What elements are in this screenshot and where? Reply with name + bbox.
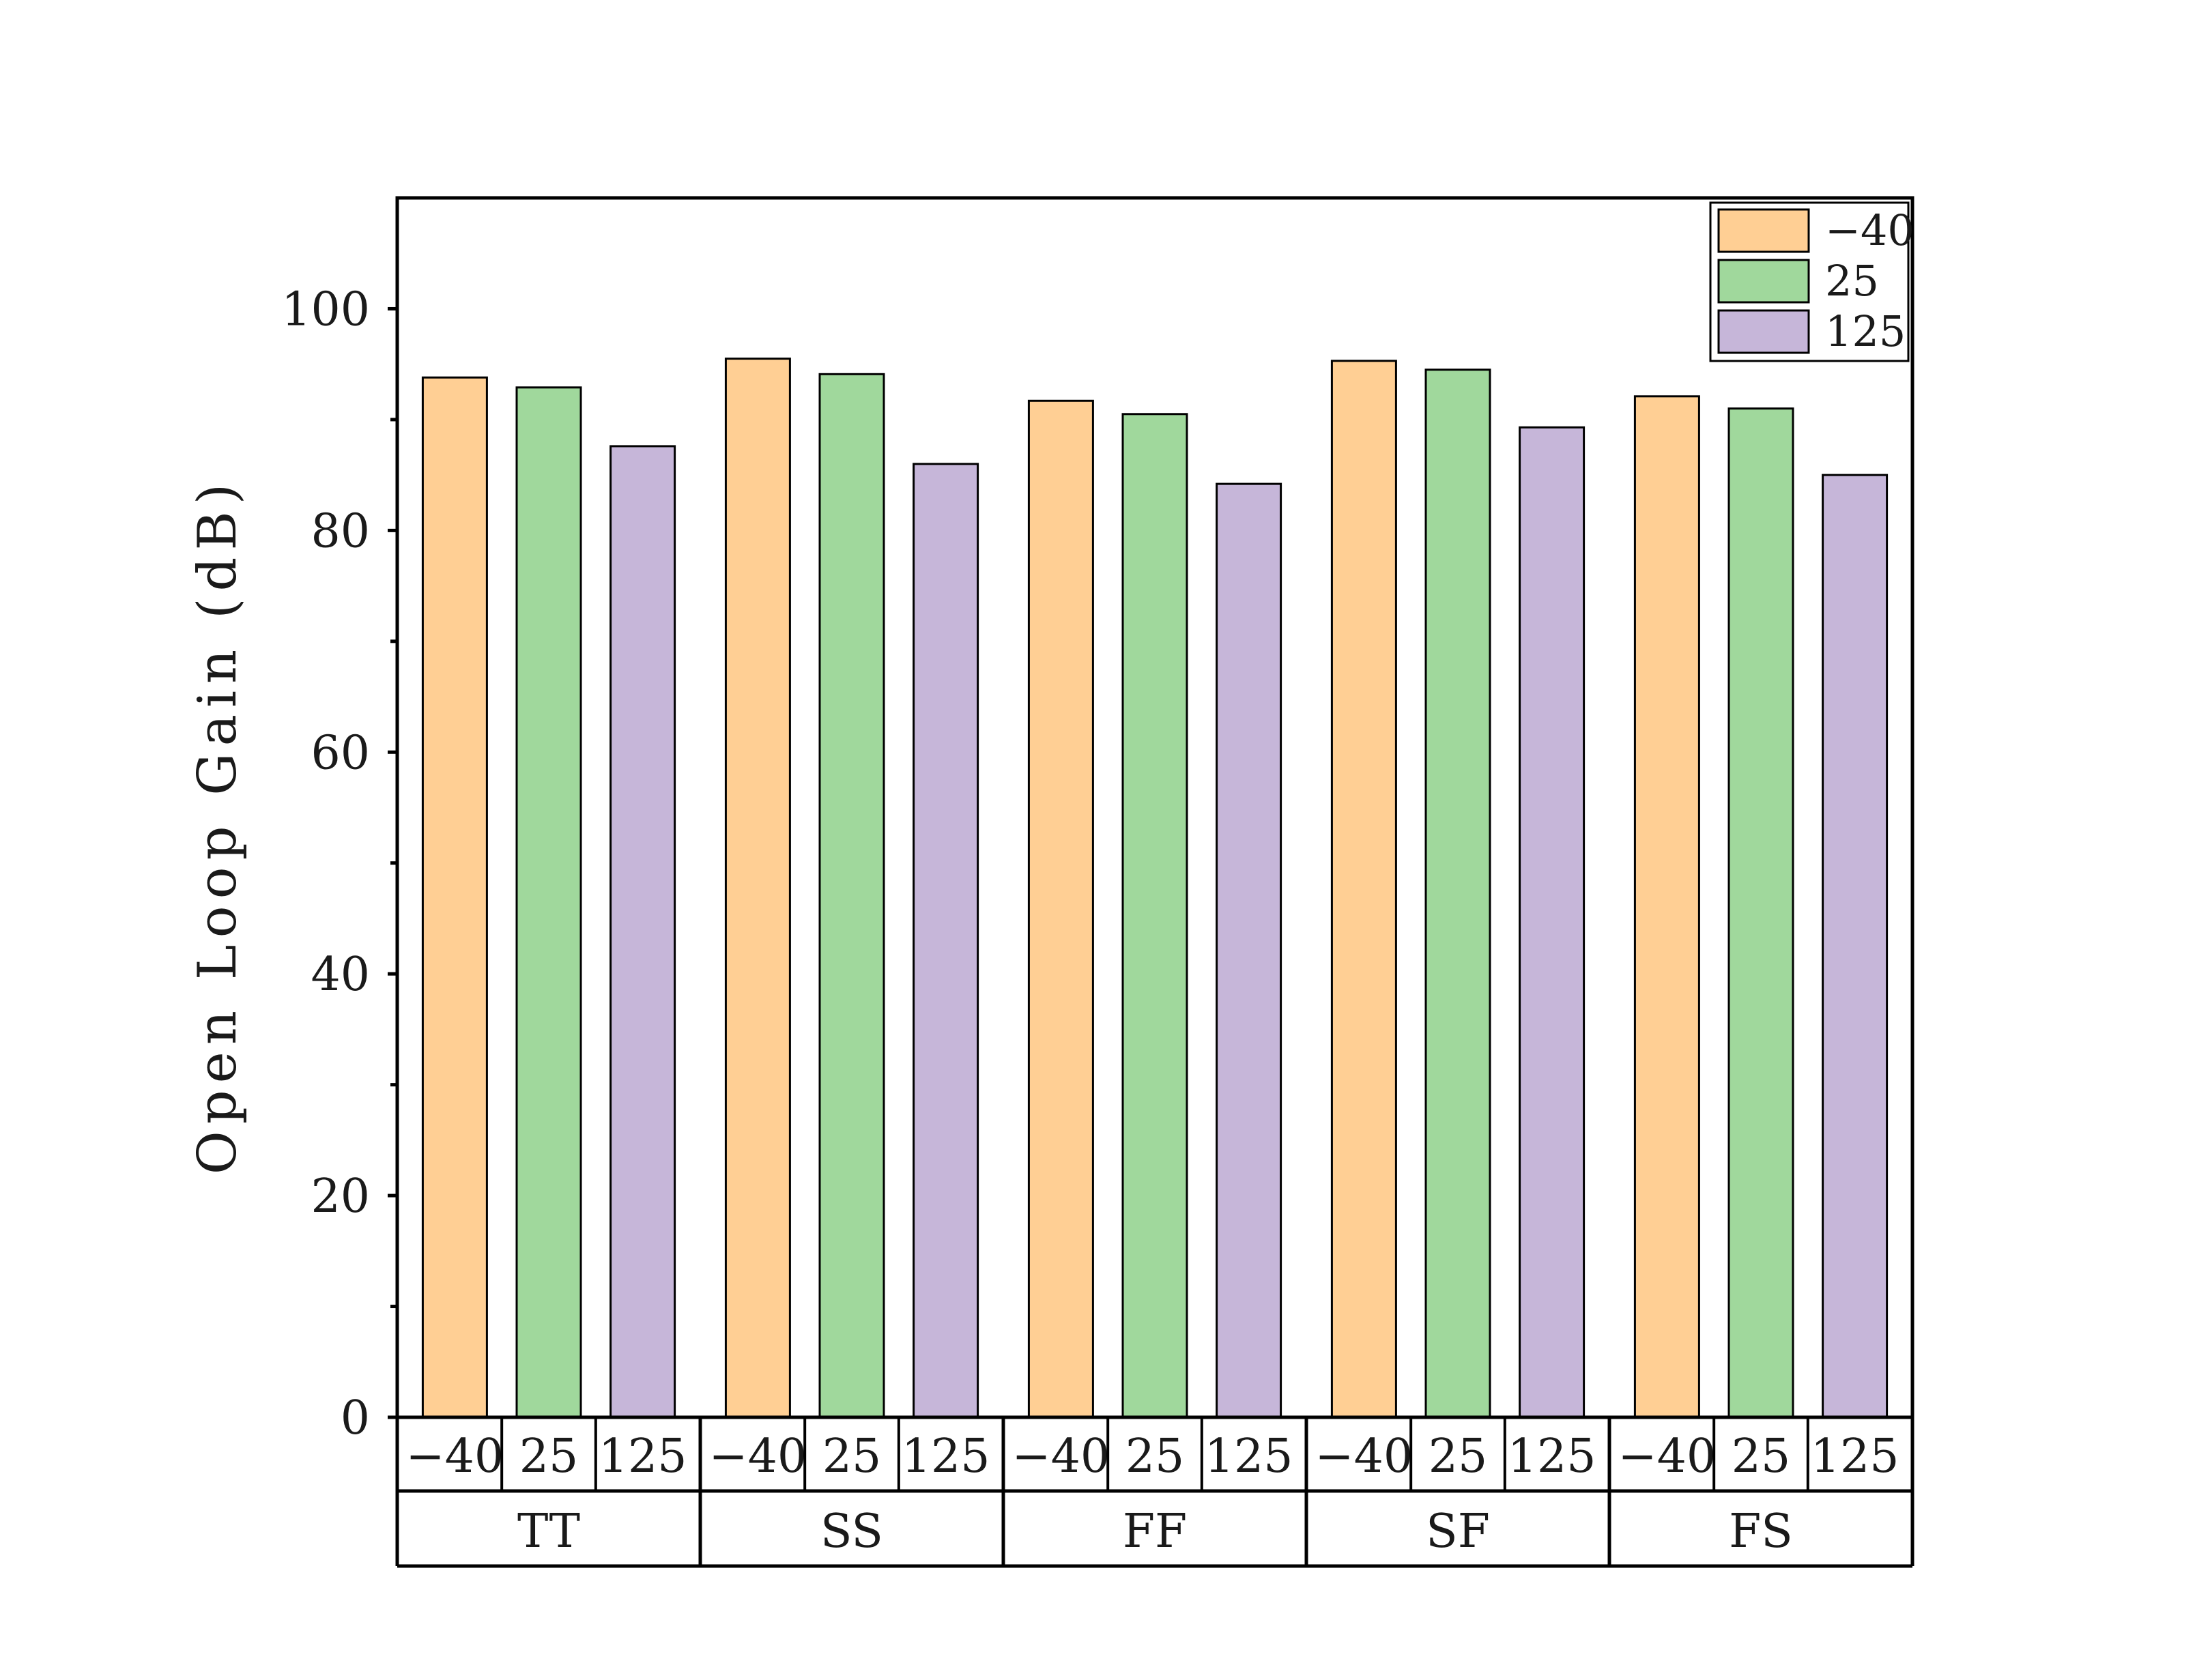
x-category-label: TT (517, 1505, 580, 1559)
x-sub-tick-label: −40 (406, 1430, 504, 1483)
legend-swatch (1717, 259, 1810, 304)
x-sub-tick-label: 25 (1732, 1430, 1791, 1483)
bar-tt-0 (421, 376, 488, 1419)
legend-label: 125 (1825, 306, 1906, 356)
bar-ss-2 (913, 463, 979, 1419)
bar-sf-2 (1519, 426, 1586, 1419)
x-sub-tick-label: 25 (1429, 1430, 1488, 1483)
y-tick-label: 80 (311, 504, 370, 558)
x-category-label: SS (820, 1505, 883, 1559)
bar-ss-0 (724, 358, 791, 1419)
x-category-label: FF (1123, 1505, 1187, 1559)
x-sub-tick-label: −40 (1012, 1430, 1110, 1483)
bar-fs-0 (1633, 395, 1700, 1419)
bar-sf-1 (1424, 368, 1491, 1419)
legend-swatch (1717, 309, 1810, 354)
y-axis-label: Open Loop Gain (dB) (187, 477, 248, 1174)
bar-fs-1 (1727, 407, 1794, 1419)
x-sub-tick-label: 25 (519, 1430, 579, 1483)
x-sub-tick-label: −40 (709, 1430, 807, 1483)
bar-tt-2 (609, 445, 676, 1419)
x-sub-tick-label: −40 (1618, 1430, 1717, 1483)
x-sub-tick-label: 125 (902, 1430, 990, 1483)
y-tick-label: 0 (341, 1391, 370, 1445)
bar-ff-0 (1027, 399, 1094, 1419)
bar-sf-0 (1330, 360, 1397, 1419)
bar-ff-1 (1121, 413, 1188, 1419)
x-sub-tick-label: 125 (1508, 1430, 1596, 1483)
x-category-label: SF (1426, 1505, 1490, 1559)
x-sub-tick-label: −40 (1315, 1430, 1414, 1483)
y-tick-label: 40 (311, 948, 370, 1002)
bar-fs-2 (1822, 474, 1889, 1419)
x-sub-tick-label: 125 (599, 1430, 687, 1483)
y-tick-label: 60 (311, 726, 370, 780)
bar-ss-1 (818, 373, 885, 1419)
y-tick-label: 20 (311, 1170, 370, 1223)
legend-swatch (1717, 208, 1810, 253)
legend-label: 25 (1825, 256, 1879, 306)
bar-tt-1 (515, 386, 582, 1419)
legend-label: −40 (1825, 205, 1914, 255)
x-category-label: FS (1729, 1505, 1793, 1559)
x-sub-tick-label: 125 (1811, 1430, 1899, 1483)
x-sub-tick-label: 125 (1205, 1430, 1293, 1483)
plot-frame (395, 196, 1914, 1419)
bar-ff-2 (1216, 482, 1282, 1419)
y-tick-label: 100 (281, 283, 370, 336)
x-sub-tick-label: 25 (822, 1430, 882, 1483)
x-sub-tick-label: 25 (1125, 1430, 1185, 1483)
